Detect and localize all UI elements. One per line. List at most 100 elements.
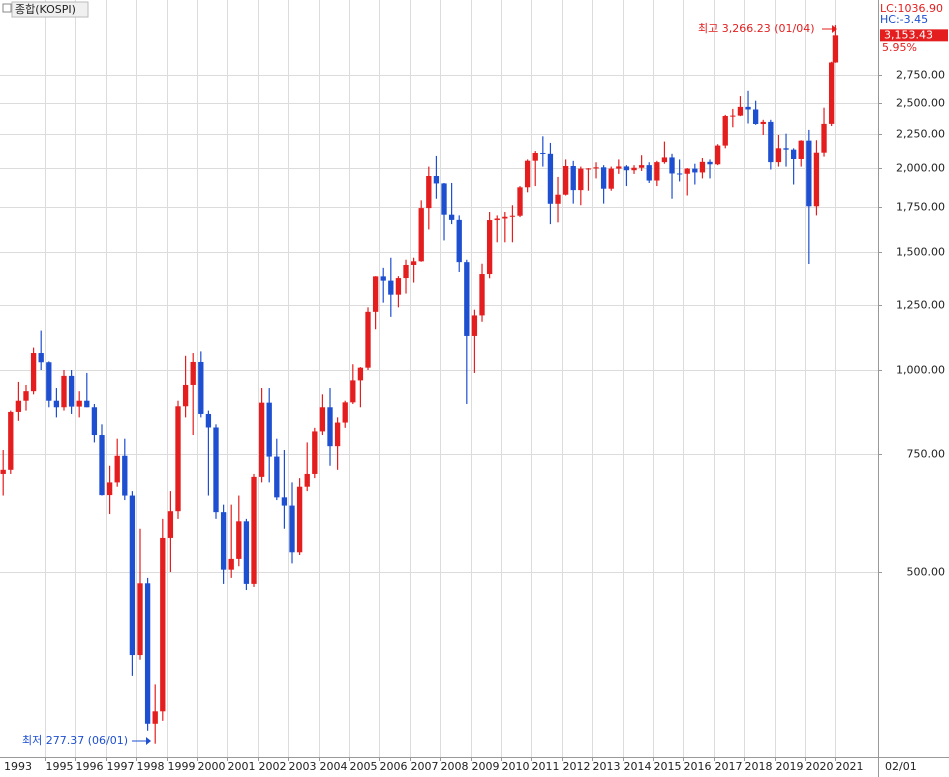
candle-body xyxy=(152,711,158,724)
candle-body xyxy=(281,497,288,506)
candle-body xyxy=(441,183,447,215)
y-tick-label: 500.00 xyxy=(907,566,946,579)
candle-body xyxy=(380,276,386,281)
x-tick-label: 2005 xyxy=(350,760,378,773)
candle-body xyxy=(91,407,98,436)
x-tick-label: 2015 xyxy=(654,760,682,773)
candle-body xyxy=(182,384,189,407)
x-tick-label: 2020 xyxy=(806,760,834,773)
x-tick-label: 2019 xyxy=(776,760,804,773)
x-tick-label: 2002 xyxy=(259,760,287,773)
candle-body xyxy=(517,187,523,216)
candle-body xyxy=(730,115,736,117)
candle-body xyxy=(616,166,622,169)
high-annotation: 최고 3,266.23 (01/04) xyxy=(698,22,815,35)
high-arrow-head xyxy=(832,25,837,33)
candle-body xyxy=(53,400,60,408)
candle-body xyxy=(38,353,44,363)
candle-body xyxy=(600,167,607,189)
x-tick-label: 1996 xyxy=(76,760,104,773)
candle-body xyxy=(167,511,174,538)
y-tick-label: 2,500.00 xyxy=(896,97,945,110)
candle-body xyxy=(61,375,67,408)
y-tick-label: 1,750.00 xyxy=(896,201,945,214)
chart-title[interactable]: 종합(KOSPI) xyxy=(15,3,76,16)
candle-body xyxy=(403,264,409,279)
candle-body xyxy=(464,262,470,336)
candle-body xyxy=(433,176,440,184)
candle-body xyxy=(122,455,128,496)
change-info: 5.95% xyxy=(882,41,917,54)
candle-body xyxy=(646,165,652,181)
x-tick-label: 1999 xyxy=(168,760,196,773)
y-tick-label: 1,500.00 xyxy=(896,246,945,259)
title-icon[interactable] xyxy=(2,3,12,13)
candle-body xyxy=(623,166,630,171)
candle-body xyxy=(68,375,75,407)
x-tick-label: 1998 xyxy=(137,760,165,773)
y-tick-label: 1,250.00 xyxy=(896,299,945,312)
candle-body xyxy=(821,123,827,153)
candle-body xyxy=(30,353,37,392)
candle-body xyxy=(8,411,14,470)
y-tick-label: 2,250.00 xyxy=(896,128,945,141)
title-box[interactable] xyxy=(11,1,89,18)
x-tick-label: 2012 xyxy=(563,760,591,773)
candle-body xyxy=(479,274,485,316)
candle-body xyxy=(798,140,804,159)
candle-body xyxy=(562,165,569,195)
candle-body xyxy=(365,311,371,368)
x-tick-label: 2001 xyxy=(228,760,256,773)
x-tick-label: 2010 xyxy=(502,760,530,773)
candle-body xyxy=(768,121,774,163)
candle-body xyxy=(228,558,234,570)
candle-body xyxy=(547,153,554,204)
x-tick-label: 1995 xyxy=(46,760,74,773)
candle-body xyxy=(198,361,204,414)
candle-body xyxy=(190,361,196,385)
candle-body xyxy=(327,407,333,447)
candle-body xyxy=(410,261,417,265)
candle-body xyxy=(220,512,227,570)
y-tick-label: 2,000.00 xyxy=(896,162,945,175)
candle-body xyxy=(372,276,379,312)
candle-body xyxy=(258,402,265,477)
candle-body xyxy=(342,402,348,423)
candle-body xyxy=(334,422,341,447)
candle-body xyxy=(524,160,531,188)
candle-body xyxy=(714,145,721,165)
grid xyxy=(0,0,878,757)
candle-body xyxy=(790,149,797,159)
candle-body xyxy=(106,482,113,496)
candle-body xyxy=(570,165,576,191)
candle-body xyxy=(471,315,478,336)
candle-body xyxy=(418,208,424,262)
x-tick-label: 2018 xyxy=(745,760,773,773)
x-tick-label: 2006 xyxy=(380,760,408,773)
candle-body xyxy=(608,168,614,189)
candle-body xyxy=(76,400,82,407)
candle-body xyxy=(631,167,637,171)
candle-body xyxy=(832,35,839,63)
x-tick-label: 2009 xyxy=(472,760,500,773)
candle-body xyxy=(456,219,462,263)
candle-body xyxy=(752,109,759,125)
candle-body xyxy=(783,148,789,150)
candle-body xyxy=(684,168,690,174)
candle-body xyxy=(395,278,402,295)
candle-body xyxy=(274,456,280,498)
x-tick-label: 2007 xyxy=(411,760,439,773)
candle-body xyxy=(760,121,766,125)
last-price-box xyxy=(880,29,948,42)
candle-body xyxy=(722,115,728,146)
candle-body xyxy=(129,495,136,656)
low-arrow-head xyxy=(146,737,151,745)
candle-body xyxy=(99,435,105,496)
x-start-label: 1993 xyxy=(4,760,32,773)
x-tick-label: 2000 xyxy=(198,760,226,773)
candle-body xyxy=(555,194,561,204)
candle-body xyxy=(540,152,546,154)
candle-body xyxy=(486,220,493,275)
